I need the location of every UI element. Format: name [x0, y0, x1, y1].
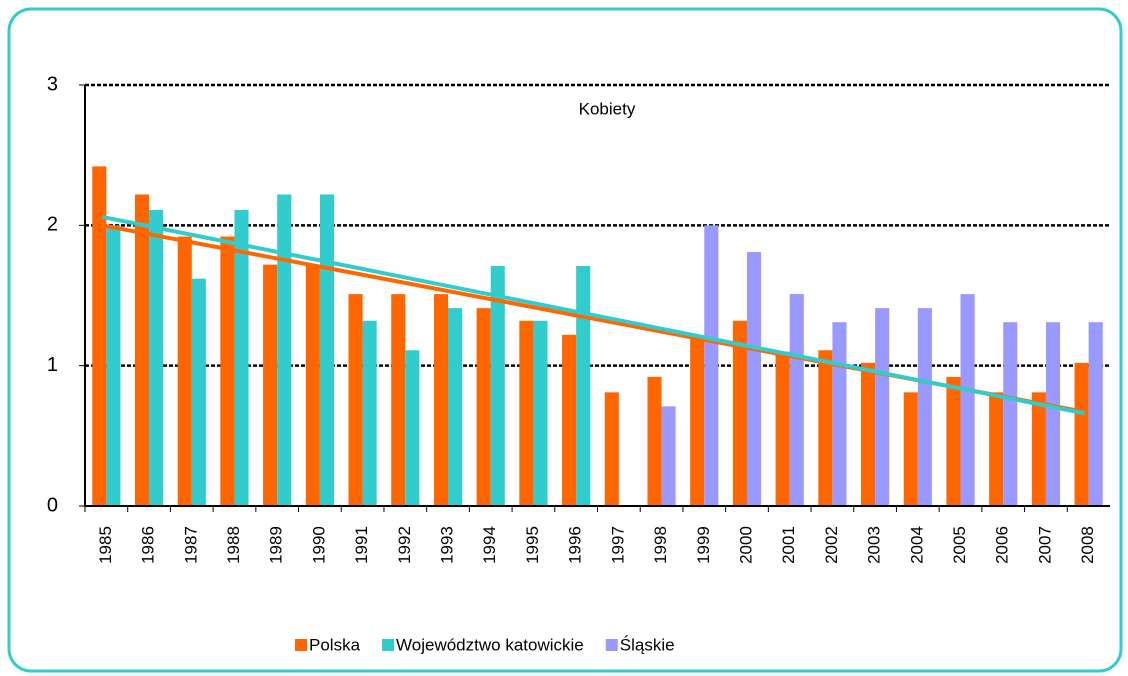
chart-title: Kobiety [579, 99, 636, 118]
legend-swatch [382, 639, 395, 651]
bar [946, 376, 961, 506]
bar [92, 166, 107, 507]
legend-swatch [295, 639, 307, 651]
bar [1045, 322, 1061, 506]
bar [305, 264, 320, 506]
x-tick-label: 1987 [181, 526, 200, 564]
x-tick-label: 1997 [608, 526, 627, 564]
x-tick-label: 1986 [139, 526, 158, 564]
bar [149, 209, 164, 506]
bar [177, 236, 192, 506]
bar [875, 308, 890, 506]
bar [604, 392, 619, 506]
x-tick-label: 2000 [736, 526, 755, 564]
bar [263, 264, 278, 506]
bar [277, 194, 292, 506]
x-tick-label: 2001 [779, 526, 798, 564]
x-tick-label: 2007 [1035, 526, 1054, 564]
bar [1074, 362, 1089, 506]
y-tick-label: 1 [47, 354, 58, 376]
x-tick-label: 2003 [865, 526, 884, 564]
bar [391, 294, 406, 506]
bar [134, 194, 150, 506]
bar [433, 294, 449, 506]
bar [234, 209, 249, 506]
bar [661, 406, 676, 506]
bar [519, 320, 534, 506]
x-tick-label: 1993 [438, 526, 457, 564]
bar [476, 308, 491, 506]
bar [405, 350, 420, 506]
y-tick-label: 0 [47, 494, 58, 516]
bar [562, 334, 577, 506]
bar [647, 376, 662, 506]
x-tick-label: 1995 [523, 526, 542, 564]
x-tick-label: 1985 [96, 526, 115, 564]
x-tick-label: 1988 [224, 526, 243, 564]
bar [1003, 322, 1018, 506]
bar [832, 322, 847, 506]
x-tick-label: 1994 [480, 526, 499, 564]
bar [732, 320, 747, 506]
x-tick-label: 1990 [309, 526, 328, 564]
y-tick-label: 3 [47, 73, 58, 95]
bar [220, 236, 235, 506]
bar [1031, 392, 1046, 506]
bar [861, 362, 876, 506]
x-tick-label: 2005 [950, 526, 969, 564]
bar [746, 251, 762, 506]
bar [191, 278, 206, 506]
bar [1088, 322, 1103, 506]
x-tick-label: 1992 [395, 526, 414, 564]
legend-label: Województwo katowickie [396, 635, 584, 654]
x-tick-label: 2004 [907, 526, 926, 564]
bar [704, 225, 719, 507]
x-tick-label: 1991 [352, 526, 371, 564]
bar [362, 320, 377, 506]
bar [775, 351, 790, 506]
x-tick-label: 1989 [267, 526, 286, 564]
bar [319, 194, 334, 506]
legend-label: Polska [309, 635, 361, 654]
bar [576, 266, 591, 506]
bar [917, 308, 932, 506]
x-tick-label: 1999 [694, 526, 713, 564]
bar [789, 294, 804, 506]
trend-line [101, 214, 1086, 416]
legend-swatch [605, 639, 618, 651]
bar [903, 392, 918, 506]
bar [533, 320, 548, 506]
x-tick-label: 1996 [566, 526, 585, 564]
x-tick-label: 1998 [651, 526, 670, 564]
y-tick-label: 2 [47, 214, 58, 236]
bar [106, 225, 121, 507]
bar [690, 337, 705, 506]
bar [490, 266, 505, 506]
bar [960, 294, 975, 506]
x-tick-label: 2006 [993, 526, 1012, 564]
bar [348, 294, 363, 506]
x-tick-label: 2002 [822, 526, 841, 564]
bar [989, 392, 1004, 506]
legend-label: Śląskie [620, 635, 675, 654]
bar [818, 350, 833, 506]
x-tick-label: 2008 [1078, 526, 1097, 564]
bar [448, 308, 463, 506]
